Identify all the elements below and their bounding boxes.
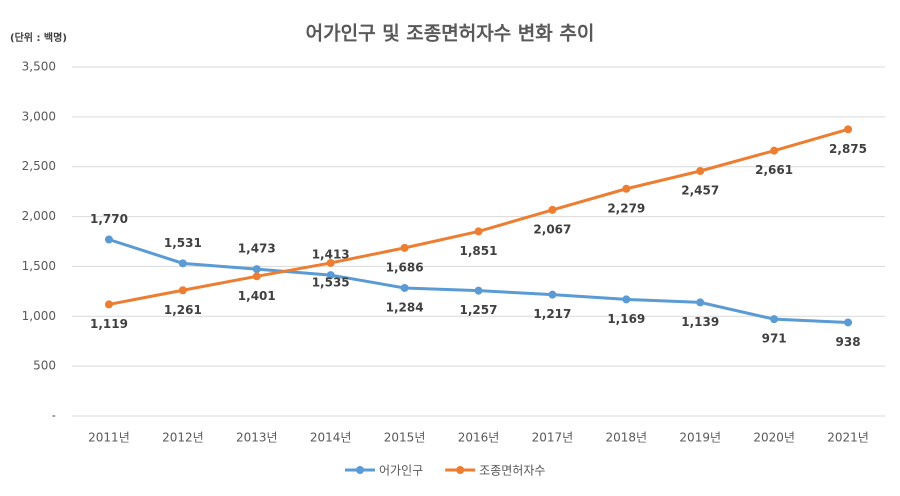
data-label: 1,261 [164,303,202,317]
data-point [844,125,853,134]
data-label: 971 [762,332,787,346]
y-tick-label: 500 [33,359,56,373]
data-point [622,184,631,193]
data-point [696,167,705,176]
x-tick-label: 2011년 [88,431,130,445]
data-label: 2,279 [607,201,645,215]
data-point [104,300,113,309]
data-point [178,286,187,295]
data-label: 1,257 [460,303,498,317]
x-tick-label: 2015년 [384,431,426,445]
chart-title: 어가인구 및 조종면허자수 변화 추이 [306,23,595,45]
data-point [326,271,335,280]
data-label: 1,413 [312,248,350,262]
legend-marker [456,466,465,474]
data-point [844,318,853,327]
data-point [548,290,557,299]
y-tick-label: 1,000 [22,309,56,323]
data-label: 938 [836,335,861,349]
data-label: 2,067 [533,222,571,236]
unit-label: (단위 : 백명) [10,31,67,44]
data-label: 1,531 [164,236,202,250]
data-label: 1,401 [238,289,276,303]
data-label: 1,217 [533,307,571,321]
data-label: 1,169 [607,312,645,326]
data-point [178,259,187,268]
data-point [104,235,113,244]
data-label: 2,661 [755,163,793,177]
data-label: 1,851 [460,244,498,258]
data-label: 2,875 [829,142,867,156]
y-tick-label: 3,000 [22,109,56,123]
x-tick-label: 2017년 [532,431,574,445]
legend-marker [356,466,364,474]
y-tick-label: 2,000 [22,209,56,223]
data-point [696,298,705,307]
data-point [622,295,631,304]
x-tick-label: 2020년 [753,431,795,445]
data-point [400,243,409,252]
x-tick-label: 2018년 [606,431,648,445]
x-tick-label: 2019년 [679,431,721,445]
data-point [548,205,557,214]
y-tick-label: 2,500 [22,159,56,173]
data-point [474,227,483,236]
data-point [770,146,779,155]
data-label: 2,457 [681,184,719,198]
x-tick-label: 2016년 [458,431,500,445]
data-point [770,315,779,324]
data-label: 1,284 [386,300,424,314]
y-tick-label: - [52,409,56,423]
data-point [400,283,409,292]
legend-label: 어가인구 [379,464,423,478]
x-tick-label: 2014년 [310,431,352,445]
x-tick-label: 2013년 [236,431,278,445]
data-label: 1,686 [386,260,424,274]
data-label: 1,119 [90,317,128,331]
data-label: 1,770 [90,212,128,226]
data-label: 1,535 [312,275,350,289]
data-point [252,272,261,281]
y-tick-label: 1,500 [22,259,56,273]
y-tick-label: 3,500 [22,60,56,74]
data-label: 1,473 [238,242,276,256]
data-point [474,286,483,295]
data-point [326,258,335,267]
legend-label: 조종면허자수 [479,464,545,478]
data-point [252,265,261,274]
data-label: 1,139 [681,315,719,329]
x-tick-label: 2021년 [827,431,869,445]
x-tick-label: 2012년 [162,431,204,445]
